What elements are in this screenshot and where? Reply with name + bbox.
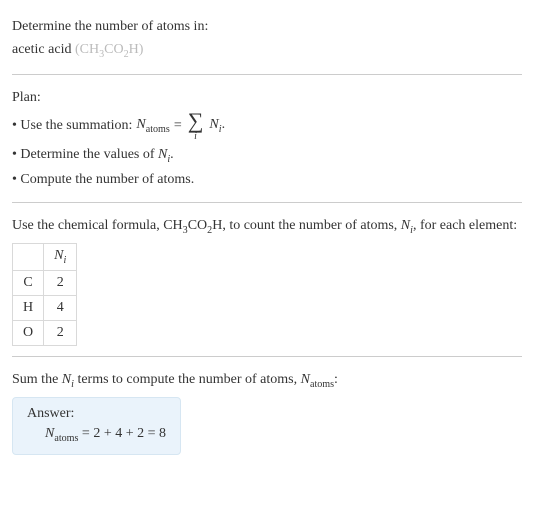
answer-expression: = 2 + 4 + 2 = 8	[78, 426, 166, 441]
plan-eqn-rhs: Ni.	[209, 114, 225, 137]
table-cell-count: 2	[44, 320, 77, 345]
math-sub: atoms	[146, 124, 170, 135]
table-header-ni: Ni	[44, 243, 77, 270]
answer-equation: Natoms = 2 + 4 + 2 = 8	[27, 426, 166, 444]
answer-label: Answer:	[27, 406, 166, 422]
formula-part: H)	[129, 42, 144, 57]
plan-heading: Plan:	[12, 87, 522, 108]
substance-formula: (CH3CO2H)	[75, 42, 143, 57]
table-row: O 2	[13, 320, 77, 345]
table-cell-count: 4	[44, 295, 77, 320]
divider	[12, 202, 522, 203]
table-cell-element: O	[13, 320, 44, 345]
sum-section: Sum the Ni terms to compute the number o…	[12, 361, 522, 462]
table-cell-element: C	[13, 270, 44, 295]
period: .	[170, 147, 174, 162]
prompt-section: Determine the number of atoms in: acetic…	[12, 8, 522, 70]
sum-text-part: Sum the	[12, 372, 62, 387]
answer-box: Answer: Natoms = 2 + 4 + 2 = 8	[12, 397, 181, 455]
sigma-icon: ∑	[188, 110, 204, 132]
count-text-part: CO	[188, 218, 207, 233]
count-text-part: H, to count the number of atoms,	[212, 218, 401, 233]
math-sub: atoms	[54, 433, 78, 444]
count-text-part: , for each element:	[413, 218, 517, 233]
table-cell-element: H	[13, 295, 44, 320]
table-cell-count: 2	[44, 270, 77, 295]
count-text: Use the chemical formula, CH3CO2H, to co…	[12, 215, 522, 239]
math-sub: atoms	[310, 378, 334, 389]
sum-text-part: terms to compute the number of atoms,	[74, 372, 301, 387]
count-section: Use the chemical formula, CH3CO2H, to co…	[12, 207, 522, 352]
plan-section: Plan: • Use the summation: Natoms = ∑ i …	[12, 79, 522, 198]
math-var: N	[45, 426, 54, 441]
table-header-blank	[13, 243, 44, 270]
plan-bullet-2: • Determine the values of Ni.	[12, 144, 522, 167]
sum-text-part: :	[334, 372, 338, 387]
plan-bullet-3: • Compute the number of atoms.	[12, 169, 522, 190]
summation-symbol: ∑ i	[186, 110, 206, 142]
formula-part: CO	[104, 42, 123, 57]
plan-eqn-lhs: Natoms	[136, 114, 169, 137]
prompt-line2: acetic acid (CH3CO2H)	[12, 39, 522, 62]
table-row: C 2	[13, 270, 77, 295]
math-sub: i	[63, 255, 66, 266]
table-header-row: Ni	[13, 243, 77, 270]
math-var: N	[209, 117, 218, 132]
substance-name: acetic acid	[12, 42, 75, 57]
sum-text: Sum the Ni terms to compute the number o…	[12, 369, 522, 392]
math-var: N	[301, 372, 310, 387]
count-text-part: Use the chemical formula, CH	[12, 218, 183, 233]
formula-part: (CH	[75, 42, 99, 57]
sigma-index: i	[194, 132, 197, 142]
plan-bullet-2-text: • Determine the values of	[12, 147, 158, 162]
table-row: H 4	[13, 295, 77, 320]
plan-bullet-1-text: • Use the summation:	[12, 115, 132, 136]
math-var: N	[62, 372, 71, 387]
math-var: N	[401, 218, 410, 233]
divider	[12, 74, 522, 75]
element-table: Ni C 2 H 4 O 2	[12, 243, 77, 346]
prompt-line1: Determine the number of atoms in:	[12, 16, 522, 37]
divider	[12, 356, 522, 357]
period: .	[222, 117, 226, 132]
math-var: N	[158, 147, 167, 162]
plan-eqn-eq: =	[174, 115, 182, 136]
math-var: N	[136, 117, 145, 132]
plan-bullet-1: • Use the summation: Natoms = ∑ i Ni.	[12, 110, 522, 142]
